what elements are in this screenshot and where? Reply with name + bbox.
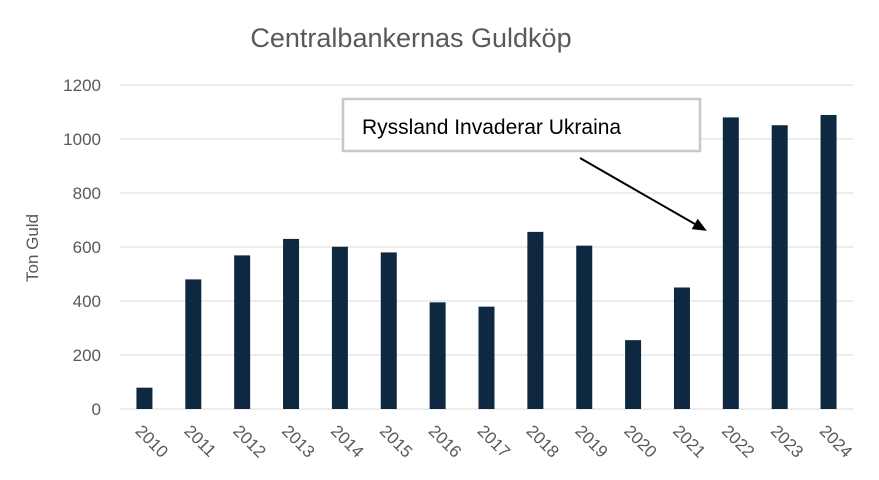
x-tick-label: 2012 [229, 421, 269, 461]
bar-2010 [136, 387, 153, 409]
x-tick-label: 2020 [620, 421, 660, 461]
y-tick-labels: 0 200 400 600 800 1000 1200 [63, 76, 101, 419]
y-tick-label: 400 [73, 292, 101, 311]
x-tick-label: 2013 [278, 421, 318, 461]
x-tick-label: 2021 [669, 421, 709, 461]
x-tick-label: 2018 [523, 421, 563, 461]
y-tick-label: 800 [73, 184, 101, 203]
bar-2015 [380, 252, 397, 409]
y-tick-label: 600 [73, 238, 101, 257]
bar-2014 [331, 246, 348, 409]
annotation: Ryssland Invaderar Ukraina [341, 97, 707, 231]
bar-2016 [429, 302, 446, 409]
bar-2018 [527, 231, 544, 409]
x-tick-label: 2023 [767, 421, 807, 461]
bar-2017 [478, 306, 495, 409]
x-tick-label: 2011 [180, 421, 219, 460]
x-tick-label: 2015 [376, 421, 416, 461]
bar-2011 [185, 279, 202, 409]
annotation-box [341, 97, 702, 153]
y-tick-label: 1000 [63, 130, 101, 149]
x-tick-label: 2022 [718, 421, 758, 461]
y-axis-label: Ton Guld [23, 214, 42, 282]
x-tick-label: 2014 [327, 421, 367, 461]
x-tick-label: 2024 [816, 421, 856, 461]
bars [136, 114, 837, 410]
bar-2020 [625, 340, 642, 409]
bar-2021 [673, 287, 690, 409]
bar-2013 [283, 238, 300, 409]
y-tick-label: 200 [73, 346, 101, 365]
x-tick-label: 2017 [474, 421, 514, 461]
y-tick-label: 1200 [63, 76, 101, 95]
x-tick-label: 2016 [425, 421, 465, 461]
y-tick-label: 0 [92, 400, 101, 419]
bar-2012 [234, 255, 251, 409]
bar-2019 [576, 245, 593, 409]
annotation-text: Ryssland Invaderar Ukraina [362, 116, 621, 139]
x-tick-label: 2010 [132, 421, 172, 461]
annotation-arrowhead [691, 218, 707, 231]
bar-2024 [820, 114, 837, 409]
chart-title: Centralbankernas Guldköp [250, 23, 571, 53]
x-tick-labels: 2010 2011 2012 2013 2014 2015 2016 2017 2018 2019… [132, 421, 856, 461]
x-tick-label: 2019 [571, 421, 611, 461]
bar-2023 [771, 125, 788, 409]
annotation-arrow [579, 157, 696, 225]
bar-2022 [722, 117, 739, 410]
